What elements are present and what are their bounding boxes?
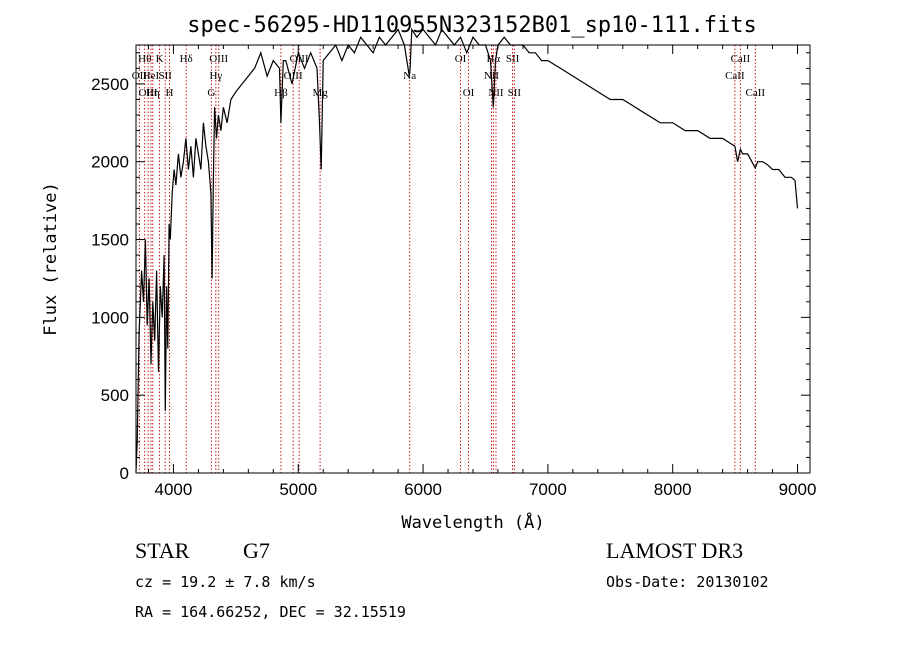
spectral-line-label: SII: [158, 70, 172, 82]
coordinates-text: RA = 164.66252, DEC = 32.15519: [135, 603, 406, 621]
spectral-line-label: Hγ: [209, 70, 222, 82]
spectral-line-label: CaII: [731, 53, 751, 65]
spectral-line-label: G: [207, 87, 215, 99]
spectral-line-label: NII: [488, 87, 504, 99]
x-tick-label: 6000: [404, 480, 442, 499]
spectral-line-label: Hα: [486, 53, 500, 65]
redshift-text: cz = 19.2 ± 7.8 km/s: [135, 573, 316, 591]
x-tick-label: 5000: [279, 480, 317, 499]
axis-ticks: 4000 5000 6000 7000 8000 9000 0 500 1000 1500 2000…: [91, 45, 816, 499]
y-axis-label: Flux (relative): [41, 182, 61, 336]
spectral-line-label: SII: [508, 87, 522, 99]
spectral-line-label: Hη: [146, 87, 160, 99]
x-tick-label: 4000: [155, 480, 193, 499]
x-tick-label: 8000: [654, 480, 692, 499]
y-tick-label: 2500: [91, 75, 129, 94]
y-tick-label: 2000: [91, 153, 129, 172]
spectral-line-label: OI: [455, 53, 467, 65]
survey-name: LAMOST DR3: [606, 538, 744, 563]
y-tick-label: 500: [101, 386, 129, 405]
spectral-line-label: CaII: [746, 87, 766, 99]
spectral-line-label: H: [165, 87, 173, 99]
y-tick-label: 1500: [91, 231, 129, 250]
spectral-line-label: OI: [463, 87, 475, 99]
plot-frame: [135, 44, 811, 474]
spectral-line-label: HeI: [143, 70, 160, 82]
spectral-line-label: Hθ: [138, 53, 151, 65]
x-tick-label: 9000: [779, 480, 817, 499]
obs-date-text: Obs-Date: 20130102: [606, 573, 769, 591]
object-subclass: G7: [243, 538, 270, 563]
spectral-line-label: OIII: [290, 53, 309, 65]
spectral-line-label: OIII: [209, 53, 228, 65]
object-class: STAR: [135, 538, 190, 563]
spectral-line-label: Hβ: [274, 87, 288, 99]
spectral-line-label: SII: [506, 53, 520, 65]
spectral-line-markers: OIIHθOIIIHeIHηKSIIHHδGHγOIIIHβOIIIOIIIMg…: [132, 45, 766, 473]
chart-title: spec-56295-HD110955N323152B01_sp10-111.f…: [187, 13, 757, 38]
y-tick-label: 0: [120, 464, 129, 483]
spectral-line-label: Mg: [312, 87, 328, 99]
y-tick-label: 1000: [91, 308, 129, 327]
spectral-line-label: Hδ: [180, 53, 193, 65]
spectral-line-label: CaII: [725, 70, 745, 82]
spectral-line-label: OIII: [139, 87, 158, 99]
x-tick-label: 7000: [529, 480, 567, 499]
spectral-line-label: K: [156, 53, 164, 65]
x-axis-label: Wavelength (Å): [401, 511, 544, 533]
